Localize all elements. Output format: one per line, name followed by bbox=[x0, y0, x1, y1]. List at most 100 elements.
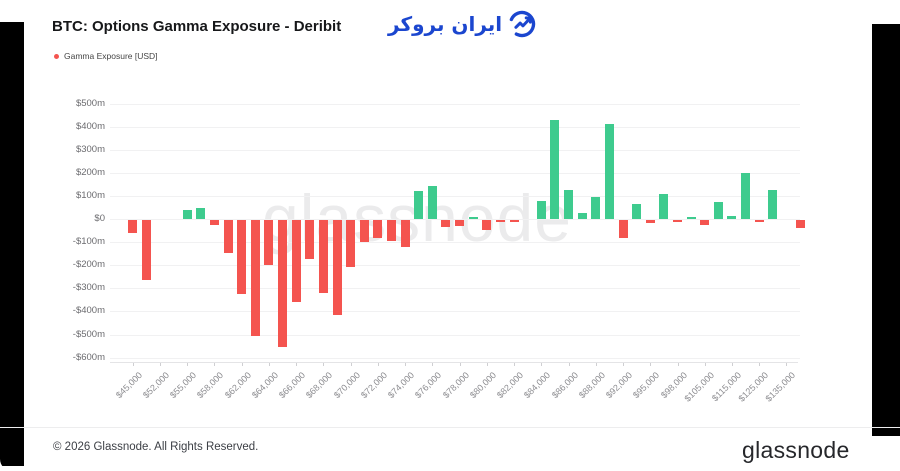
gamma-exposure-bar[interactable] bbox=[727, 215, 737, 219]
gamma-exposure-bar[interactable] bbox=[604, 124, 614, 219]
gridline bbox=[110, 334, 800, 336]
gamma-exposure-bar[interactable] bbox=[482, 220, 492, 231]
gamma-exposure-bar[interactable] bbox=[632, 203, 642, 219]
gamma-exposure-bar[interactable] bbox=[741, 172, 751, 219]
gamma-exposure-bar[interactable] bbox=[427, 185, 437, 219]
footer-divider bbox=[0, 427, 900, 428]
x-axis-tick bbox=[514, 362, 516, 366]
gamma-exposure-bar[interactable] bbox=[386, 220, 396, 241]
gridline bbox=[110, 265, 800, 267]
gamma-exposure-bar[interactable] bbox=[686, 216, 696, 219]
y-axis-tick-label: -$400m bbox=[72, 305, 105, 317]
x-axis-tick-label: $70,000 bbox=[331, 370, 362, 401]
x-axis-tick-label: $92,000 bbox=[604, 370, 635, 401]
gridline bbox=[110, 149, 800, 151]
page-title: BTC: Options Gamma Exposure - Deribit bbox=[52, 18, 342, 35]
x-axis-tick bbox=[759, 362, 761, 366]
y-axis-tick-label: -$100m bbox=[72, 236, 105, 248]
gamma-exposure-bar[interactable] bbox=[128, 220, 138, 233]
x-axis-tick-label: $68,000 bbox=[304, 370, 335, 401]
gridline bbox=[110, 219, 800, 220]
gamma-exposure-bar[interactable] bbox=[673, 220, 682, 222]
y-axis-tick-label: $100m bbox=[75, 189, 105, 201]
x-axis-tick bbox=[731, 362, 733, 366]
gamma-exposure-bar[interactable] bbox=[141, 220, 151, 281]
gamma-exposure-bar[interactable] bbox=[455, 220, 465, 226]
gamma-exposure-bar[interactable] bbox=[318, 220, 328, 293]
gamma-exposure-bar[interactable] bbox=[591, 197, 601, 219]
gamma-exposure-bar[interactable] bbox=[209, 220, 219, 225]
x-axis-tick-label: $82,000 bbox=[495, 370, 526, 401]
gamma-exposure-bar[interactable] bbox=[768, 190, 778, 219]
gamma-exposure-bar[interactable] bbox=[713, 201, 723, 219]
left-black-redaction bbox=[0, 22, 24, 466]
gamma-exposure-bar[interactable] bbox=[196, 207, 206, 219]
x-axis-tick bbox=[296, 362, 298, 366]
x-axis-tick bbox=[187, 362, 189, 366]
legend-label: Gamma Exposure [USD] bbox=[64, 51, 158, 61]
gamma-exposure-bar[interactable] bbox=[536, 200, 546, 219]
x-axis-tick-label: $74,000 bbox=[386, 370, 417, 401]
gamma-exposure-bar[interactable] bbox=[182, 210, 192, 219]
gridline bbox=[110, 103, 800, 105]
gamma-exposure-bar[interactable] bbox=[359, 220, 369, 242]
x-axis-tick-label: $80,000 bbox=[467, 370, 498, 401]
x-axis-tick bbox=[323, 362, 325, 366]
gamma-exposure-bar[interactable] bbox=[754, 220, 764, 223]
gamma-exposure-bar[interactable] bbox=[400, 220, 410, 247]
gamma-exposure-bar[interactable] bbox=[305, 220, 315, 260]
trend-circle-icon bbox=[507, 9, 537, 39]
legend-item-gamma-exposure[interactable]: Gamma Exposure [USD] bbox=[54, 51, 158, 61]
x-axis-tick bbox=[623, 362, 625, 366]
gamma-exposure-bar[interactable] bbox=[264, 220, 274, 266]
y-axis-tick-label: $300m bbox=[75, 143, 105, 155]
gamma-exposure-bar[interactable] bbox=[645, 220, 655, 223]
gamma-exposure-bar[interactable] bbox=[291, 220, 301, 302]
gridline bbox=[110, 288, 800, 290]
gamma-exposure-bar[interactable] bbox=[373, 220, 383, 239]
x-axis-tick bbox=[486, 362, 488, 366]
gridline bbox=[110, 126, 800, 128]
gamma-exposure-bar[interactable] bbox=[659, 194, 669, 219]
gamma-exposure-bar[interactable] bbox=[618, 220, 628, 239]
gamma-exposure-bar[interactable] bbox=[278, 220, 288, 348]
x-axis-tick-label: $76,000 bbox=[413, 370, 444, 401]
x-axis-tick bbox=[459, 362, 461, 366]
gamma-exposure-bar[interactable] bbox=[223, 220, 233, 254]
gamma-exposure-bar[interactable] bbox=[795, 220, 805, 229]
gamma-exposure-bar[interactable] bbox=[550, 119, 560, 219]
gamma-exposure-bar[interactable] bbox=[468, 217, 478, 219]
x-axis-tick bbox=[214, 362, 216, 366]
x-axis-tick-label: $66,000 bbox=[277, 370, 308, 401]
x-axis-tick bbox=[677, 362, 679, 366]
gamma-exposure-bar[interactable] bbox=[250, 220, 260, 336]
copyright-text: © 2026 Glassnode. All Rights Reserved. bbox=[53, 441, 259, 453]
y-axis-tick-label: -$500m bbox=[72, 328, 105, 340]
gamma-exposure-bar[interactable] bbox=[495, 220, 505, 222]
y-axis-tick-label: $0 bbox=[94, 213, 105, 224]
glassnode-wordmark: glassnode bbox=[742, 437, 850, 463]
x-axis-tick-label: $72,000 bbox=[358, 370, 389, 401]
gamma-exposure-bar[interactable] bbox=[509, 220, 519, 223]
gamma-exposure-bar[interactable] bbox=[700, 220, 710, 225]
iranbroker-logo-text: ایران بروکر bbox=[388, 12, 503, 36]
gamma-exposure-bar[interactable] bbox=[346, 220, 356, 268]
gamma-exposure-bar[interactable] bbox=[332, 220, 342, 315]
x-axis-tick-label: $62,000 bbox=[222, 370, 253, 401]
x-axis-tick-label: $58,000 bbox=[195, 370, 226, 401]
y-axis-tick-label: -$200m bbox=[72, 259, 105, 271]
y-axis-tick-label: $400m bbox=[75, 120, 105, 132]
gamma-exposure-bar[interactable] bbox=[577, 213, 587, 219]
iranbroker-logo: ایران بروکر bbox=[388, 9, 537, 39]
gamma-exposure-bar[interactable] bbox=[414, 191, 424, 219]
gamma-exposure-bar[interactable] bbox=[237, 220, 247, 294]
x-axis-tick bbox=[432, 362, 434, 366]
x-axis-tick bbox=[350, 362, 352, 366]
gamma-exposure-bar[interactable] bbox=[564, 190, 574, 219]
gamma-exposure-bar[interactable] bbox=[441, 220, 451, 227]
x-axis-line bbox=[110, 362, 798, 363]
x-axis-tick bbox=[650, 362, 652, 366]
x-axis-tick-label: $78,000 bbox=[440, 370, 471, 401]
gridline bbox=[110, 311, 800, 313]
y-axis-tick-label: $200m bbox=[75, 166, 105, 178]
